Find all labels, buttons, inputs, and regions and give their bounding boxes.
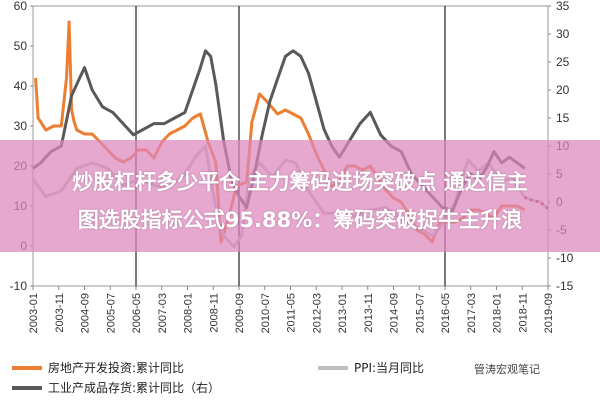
x-tick-label: 2004-09 [80, 293, 92, 333]
plot-frame [32, 5, 549, 287]
left-tick-label: 30 [14, 119, 28, 133]
left-tick-label: -10 [10, 279, 28, 293]
left-tick-label: 60 [14, 0, 28, 13]
left-tick-label: 40 [14, 79, 28, 93]
right-tick-label: 15 [556, 111, 570, 125]
x-tick-label: 2006-05 [131, 293, 143, 333]
x-tick-label: 2010-07 [260, 293, 272, 333]
legend-label: 工业产成品存货:累计同比（右） [48, 380, 220, 395]
x-tick-label: 2009-09 [234, 293, 246, 333]
right-tick-label: 35 [556, 0, 570, 13]
right-tick-label: 10 [556, 139, 570, 153]
x-tick-label: 2014-09 [389, 293, 401, 333]
x-tick-label: 2015-07 [414, 293, 426, 333]
x-tick-label: 2011-05 [286, 293, 298, 333]
x-tick-label: 2012-03 [311, 293, 323, 333]
left-tick-label: 50 [14, 39, 28, 53]
x-tick-label: 2019-09 [543, 293, 555, 333]
x-tick-label: 2005-07 [105, 293, 117, 333]
right-tick-label: 25 [556, 55, 570, 69]
x-tick-label: 2017-03 [466, 293, 478, 333]
x-tick-label: 2018-01 [492, 293, 504, 333]
right-tick-label: -15 [556, 279, 574, 293]
right-tick-label: 20 [556, 83, 570, 97]
right-tick-label: 30 [556, 27, 570, 41]
legend-label: PPI:当月同比 [354, 361, 424, 375]
x-tick-label: 2016-05 [440, 293, 452, 333]
left-tick-label: 0 [20, 239, 27, 253]
x-tick-label: 2008-01 [183, 293, 195, 333]
legend-label: 房地产开发投资:累计同比 [48, 360, 184, 375]
x-tick-label: 2013-01 [337, 293, 349, 333]
x-tick-label: 2018-11 [517, 293, 529, 333]
x-tick-label: 2007-03 [157, 293, 169, 333]
watermark-text: 管涛宏观笔记 [474, 363, 540, 376]
x-tick-label: 2003-11 [54, 293, 66, 333]
banner-title-line1: 炒股杠杆多少平仓 主力筹码进场突破点 通达信主 [72, 170, 528, 194]
banner-title-line2: 图选股指标公式95.88%：筹码突破捉牛主升浪 [77, 208, 523, 232]
x-tick-label: 2008-11 [208, 293, 220, 333]
x-tick-label: 2013-11 [363, 293, 375, 333]
x-tick-label: 2003-01 [28, 293, 40, 333]
right-tick-label: -10 [556, 251, 574, 265]
